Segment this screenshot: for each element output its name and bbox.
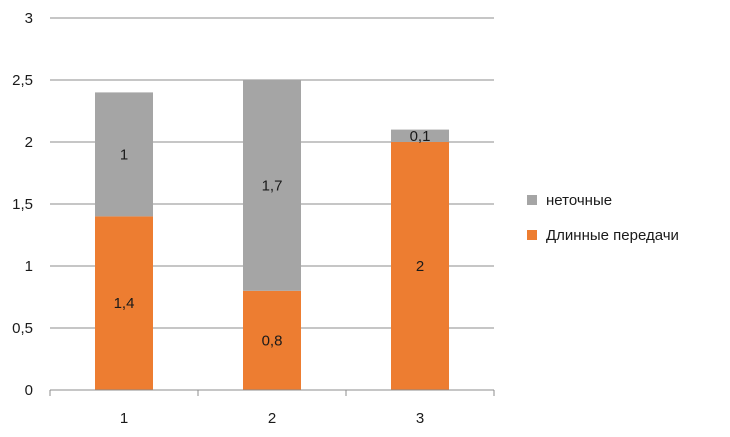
legend-item: Длинные передачи [527, 225, 679, 245]
y-tick-label: 2 [25, 134, 33, 151]
legend-swatch [527, 195, 537, 205]
bar-segment [391, 129, 449, 142]
bar-segment [243, 80, 301, 291]
bar-segment [243, 290, 301, 390]
data-label: 2 [416, 258, 424, 275]
data-labels: 1,4 1 0,8 1,7 2 0,1 [114, 128, 431, 350]
legend: неточные Длинные передачи [527, 190, 679, 260]
y-tick-label: 3 [25, 10, 33, 27]
legend-swatch [527, 230, 537, 240]
legend-label: неточные [546, 191, 613, 209]
data-label: 1,7 [262, 177, 283, 194]
y-tick-label: 1 [25, 258, 33, 275]
data-label: 1,4 [114, 295, 135, 312]
y-tick-label: 0 [25, 382, 33, 399]
y-tick-label: 0,5 [12, 320, 33, 337]
x-axis: 1 2 3 [49, 389, 495, 427]
bar-segment [95, 92, 153, 217]
legend-label: Длинные передачи [546, 226, 679, 244]
bars [95, 80, 449, 390]
bar-segment [95, 216, 153, 390]
x-tick-label: 2 [268, 410, 276, 427]
legend-item: неточные [527, 190, 679, 210]
y-axis-ticks: 0 0,5 1 1,5 2 2,5 3 [12, 10, 33, 399]
data-label: 0,8 [262, 332, 283, 349]
data-label: 0,1 [410, 128, 431, 145]
y-tick-label: 2,5 [12, 72, 33, 89]
x-tick-label: 3 [416, 410, 424, 427]
x-tick-label: 1 [120, 410, 128, 427]
bar-segment [391, 142, 449, 390]
y-tick-label: 1,5 [12, 196, 33, 213]
data-label: 1 [120, 146, 128, 163]
